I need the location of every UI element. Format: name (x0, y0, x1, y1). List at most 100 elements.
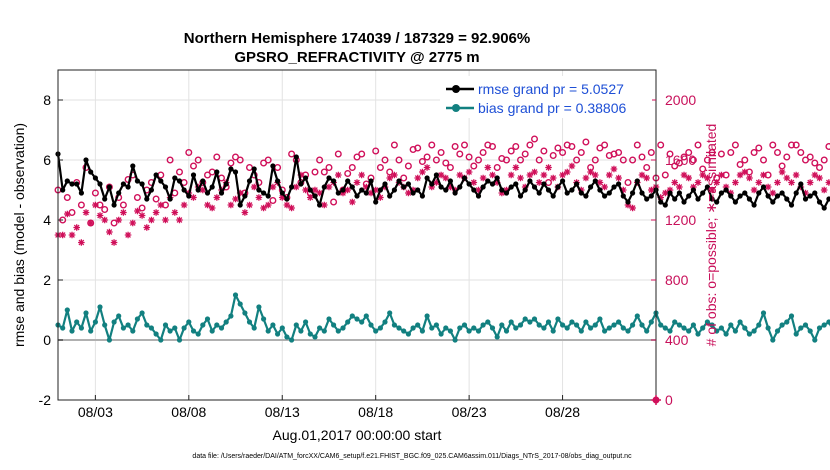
assimilated-obs-point (325, 183, 333, 191)
y-right-axis-label: # of obs: o=possible; ∗=assimilated (703, 124, 719, 347)
possible-obs-point (647, 148, 655, 156)
assimilated-obs-point (596, 179, 604, 186)
rmse-point (317, 202, 323, 208)
bias-point (92, 319, 98, 325)
rmse-point (60, 187, 66, 193)
possible-obs-point (325, 163, 333, 171)
rmse-point (195, 187, 201, 193)
possible-obs-point (633, 141, 641, 149)
bias-point (704, 319, 711, 325)
legend-rmse-label: rmse grand pr = 5.0527 (478, 81, 624, 97)
bias-point (438, 331, 444, 337)
bias-point (265, 328, 271, 334)
rmse-point (237, 202, 243, 208)
rmse-point (644, 196, 650, 202)
assimilated-obs-point (292, 183, 300, 191)
possible-obs-point (456, 150, 464, 158)
bias-point (798, 325, 804, 331)
bias-point (480, 322, 486, 328)
possible-obs-point (423, 153, 431, 161)
rmse-point (218, 190, 225, 196)
possible-obs-point (372, 147, 380, 155)
rmse-point (261, 190, 267, 196)
bias-point (172, 325, 178, 331)
possible-obs-point (727, 148, 735, 156)
rmse-point (242, 193, 248, 199)
possible-obs-point (185, 148, 193, 156)
assimilated-obs-point (428, 183, 436, 191)
bias-point (611, 322, 617, 328)
bias-point (742, 325, 748, 331)
rmse-point (429, 181, 435, 187)
bias-point (391, 322, 397, 328)
assimilated-obs-point (339, 189, 347, 197)
possible-obs-point (554, 144, 562, 152)
assimilated-obs-point (727, 189, 735, 197)
possible-obs-point (755, 144, 763, 152)
legend-bias-marker (452, 104, 460, 112)
possible-obs-point (344, 169, 352, 177)
bias-point (676, 322, 683, 328)
assimilated-obs-point (778, 168, 786, 176)
rmse-point (438, 184, 444, 190)
bias-point (345, 319, 351, 325)
rmse-point (275, 178, 281, 184)
assimilated-obs-point (456, 171, 464, 179)
bias-point (802, 322, 809, 328)
possible-obs-point (540, 147, 548, 155)
y-tick-label: 4 (43, 212, 51, 228)
y-right-tick-label: 1200 (665, 212, 696, 228)
assimilated-obs-point (162, 216, 169, 224)
assimilated-obs-point (741, 168, 749, 176)
bias-point (396, 325, 402, 331)
assimilated-obs-point (152, 209, 160, 216)
assimilated-obs-point (746, 174, 753, 182)
possible-obs-point (549, 151, 557, 159)
bias-point (125, 322, 131, 328)
rmse-point (658, 199, 664, 205)
possible-obs-point (63, 193, 71, 201)
possible-obs-point (442, 159, 450, 167)
rmse-point (611, 184, 617, 190)
possible-obs-point (512, 142, 520, 150)
possible-obs-point (213, 153, 221, 161)
assimilated-obs-point (535, 179, 543, 186)
rmse-point (728, 193, 734, 199)
legend-rmse-marker (452, 85, 460, 93)
rmse-point (116, 190, 122, 196)
data-file-footnote: data file: /Users/raeder/DAI/ATM_forcXX/… (192, 453, 632, 460)
bias-point (774, 328, 781, 334)
bias-point (751, 328, 757, 334)
assimilated-obs-point (372, 186, 379, 194)
assimilated-obs-point (306, 194, 314, 201)
assimilated-obs-point (722, 183, 730, 191)
obs-zero-asterisk (651, 395, 661, 405)
possible-obs-point (615, 148, 623, 156)
rmse-point (588, 184, 594, 190)
rmse-point (686, 193, 692, 199)
assimilated-obs-point (690, 183, 697, 191)
rmse-point (798, 181, 804, 187)
rmse-point (634, 178, 640, 184)
bias-point (555, 316, 561, 322)
bias-point (401, 328, 407, 334)
bias-point (186, 319, 192, 325)
rmse-point (564, 190, 570, 196)
rmse-point (433, 172, 439, 178)
rmse-point (396, 178, 402, 184)
rmse-point (480, 184, 486, 190)
rmse-point (732, 199, 739, 205)
rmse-point (489, 181, 496, 187)
rmse-point (560, 178, 566, 184)
bias-point (88, 328, 94, 334)
possible-obs-point (783, 153, 791, 161)
assimilated-obs-point (671, 179, 678, 186)
assimilated-obs-point (619, 186, 627, 194)
bias-point (120, 325, 126, 331)
assimilated-obs-point (736, 171, 744, 179)
assimilated-obs-point (802, 189, 809, 197)
assimilated-obs-point (344, 186, 351, 194)
assimilated-obs-point (643, 174, 650, 182)
rmse-point (190, 172, 197, 178)
rmse-point (200, 178, 206, 184)
